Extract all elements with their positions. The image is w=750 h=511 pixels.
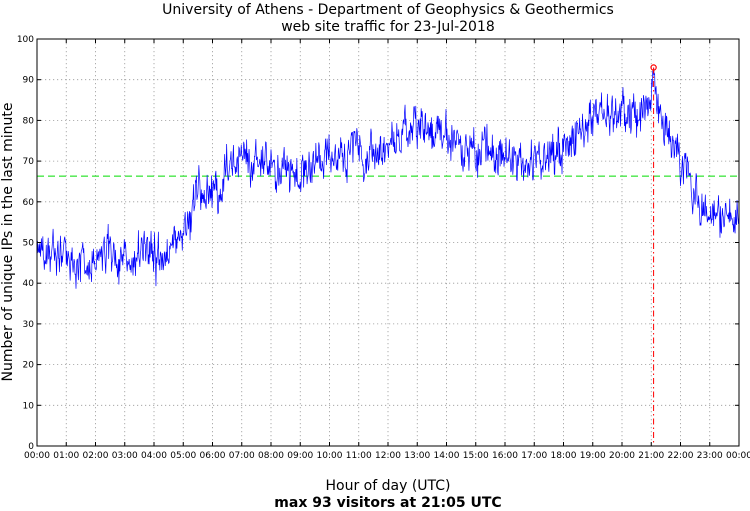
y-tick-label: 70	[23, 157, 35, 167]
x-tick-label: 16:00	[492, 451, 518, 461]
y-axis-label: Number of unique IPs in the last minute	[0, 103, 16, 382]
x-tick-label: 09:00	[287, 451, 313, 461]
chart-title: University of Athens - Department of Geo…	[162, 2, 614, 18]
x-tick-label: 12:00	[375, 451, 401, 461]
x-tick-label: 02:00	[83, 451, 109, 461]
x-tick-label: 20:00	[609, 451, 635, 461]
x-tick-label: 15:00	[463, 451, 489, 461]
x-tick-label: 23:00	[697, 451, 723, 461]
x-tick-label: 11:00	[346, 451, 372, 461]
x-axis-ticks: 00:00 01:00 02:00 03:00 04:00 05:00 06:00 07:00…	[24, 39, 750, 461]
x-tick-label: 04:00	[141, 451, 167, 461]
y-tick-label: 0	[28, 442, 34, 452]
y-tick-label: 50	[23, 239, 35, 249]
x-tick-label: 01:00	[53, 451, 79, 461]
y-tick-label: 20	[23, 361, 35, 371]
x-tick-label: 22:00	[668, 451, 694, 461]
y-tick-label: 10	[23, 401, 35, 411]
grid	[37, 39, 739, 446]
x-axis-label: Hour of day (UTC)	[326, 478, 451, 494]
y-axis-ticks: 0 10 20 30 40 50 60 70 80 90 100	[17, 35, 739, 452]
y-tick-label: 40	[23, 279, 35, 289]
y-tick-label: 80	[23, 116, 35, 126]
chart-subtitle: web site traffic for 23-Jul-2018	[281, 19, 495, 35]
x-tick-label: 00:00	[24, 451, 50, 461]
x-tick-label: 08:00	[258, 451, 284, 461]
x-tick-label: 19:00	[580, 451, 606, 461]
x-tick-label: 07:00	[229, 451, 255, 461]
x-tick-label: 17:00	[521, 451, 547, 461]
x-tick-label: 05:00	[170, 451, 196, 461]
x-tick-label: 10:00	[317, 451, 343, 461]
x-tick-label: 18:00	[551, 451, 577, 461]
x-tick-label: 21:00	[638, 451, 664, 461]
max-annotation: max 93 visitors at 21:05 UTC	[274, 495, 501, 511]
y-tick-label: 100	[17, 35, 34, 45]
y-tick-label: 90	[23, 76, 35, 86]
y-tick-label: 60	[23, 198, 35, 208]
x-tick-label: 03:00	[112, 451, 138, 461]
series-line	[36, 67, 740, 289]
x-tick-label: 13:00	[404, 451, 430, 461]
y-tick-label: 30	[23, 320, 35, 330]
max-marker	[650, 64, 657, 71]
x-tick-label: 14:00	[434, 451, 460, 461]
x-tick-label: 06:00	[200, 451, 226, 461]
x-tick-label: 00:00	[726, 451, 750, 461]
